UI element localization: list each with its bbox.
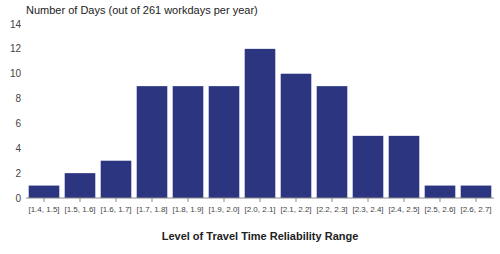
y-tick-label: 14 <box>10 19 22 30</box>
y-tick-label: 0 <box>15 193 21 204</box>
y-tick-label: 12 <box>10 43 22 54</box>
chart-container: Number of Days (out of 261 workdays per … <box>0 0 500 254</box>
y-tick-label: 2 <box>15 168 21 179</box>
bar <box>353 136 384 198</box>
x-tick <box>224 198 225 202</box>
bar <box>65 173 96 198</box>
bars <box>29 49 492 198</box>
bar <box>317 86 348 198</box>
x-tick-label: [2.6, 2.7] <box>460 205 491 214</box>
x-tick-label: [2.4, 2.5] <box>388 205 419 214</box>
y-axis: 0 2 4 6 8 10 12 14 <box>10 19 22 204</box>
y-tick-label: 8 <box>15 93 21 104</box>
x-tick <box>116 198 117 202</box>
x-tick-label: [2.3, 2.4] <box>352 205 383 214</box>
bar <box>173 86 204 198</box>
title: Number of Days (out of 261 workdays per … <box>26 4 258 16</box>
bar <box>425 186 456 198</box>
x-tick <box>44 198 45 202</box>
x-tick <box>188 198 189 202</box>
x-tick-label: [1.5, 1.6] <box>64 205 95 214</box>
x-tick <box>80 198 81 202</box>
chart: Number of Days (out of 261 workdays per … <box>0 0 500 254</box>
bar <box>389 136 420 198</box>
bar <box>281 74 312 198</box>
x-axis: [1.4, 1.5] [1.5, 1.6] [1.6, 1.7] [1.7, 1.8]… <box>26 198 494 214</box>
x-tick <box>152 198 153 202</box>
x-tick <box>368 198 369 202</box>
bar <box>209 86 240 198</box>
x-tick-label: [1.4, 1.5] <box>28 205 59 214</box>
x-tick <box>476 198 477 202</box>
x-tick-label: [2.2, 2.3] <box>316 205 347 214</box>
y-tick-label: 4 <box>15 143 21 154</box>
x-tick-label: [1.7, 1.8] <box>136 205 167 214</box>
bar <box>245 49 276 198</box>
x-tick <box>404 198 405 202</box>
x-tick-label: [1.9, 2.0] <box>208 205 239 214</box>
y-tick-label: 10 <box>10 68 22 79</box>
x-tick-label: [2.1, 2.2] <box>280 205 311 214</box>
x-tick-label: [1.6, 1.7] <box>100 205 131 214</box>
x-tick-label: [2.5, 2.6] <box>424 205 455 214</box>
y-tick-label: 6 <box>15 118 21 129</box>
bar <box>101 161 132 198</box>
x-tick-label: [1.8, 1.9] <box>172 205 203 214</box>
x-tick <box>332 198 333 202</box>
x-tick <box>260 198 261 202</box>
bar <box>29 186 60 198</box>
x-axis-label: Level of Travel Time Reliability Range <box>162 230 359 242</box>
x-tick <box>296 198 297 202</box>
x-tick <box>440 198 441 202</box>
bar <box>137 86 168 198</box>
x-tick-label: [2.0, 2.1] <box>244 205 275 214</box>
bar <box>461 186 492 198</box>
